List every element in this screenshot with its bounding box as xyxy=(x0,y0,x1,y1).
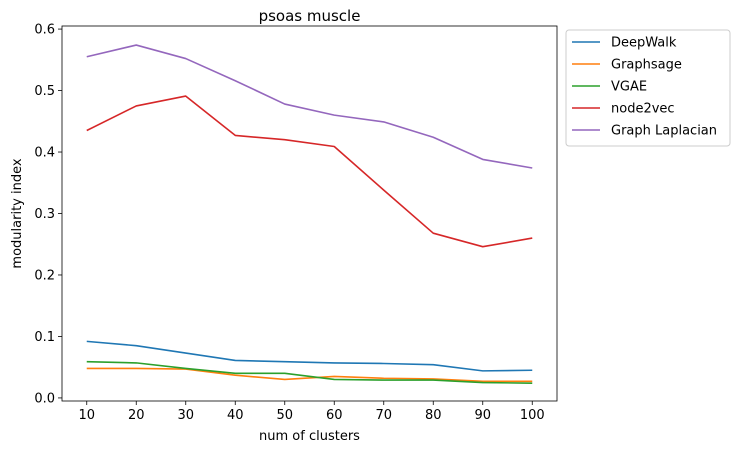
x-axis-ticks: 10 20 30 40 50 60 70 80 90 100 xyxy=(78,401,545,423)
plot-frame xyxy=(61,25,558,402)
x-tick-label: 90 xyxy=(474,408,491,423)
legend-label-deepwalk: DeepWalk xyxy=(611,36,677,51)
y-axis-label: modularity index xyxy=(10,158,25,268)
legend-label-graphsage: Graphsage xyxy=(611,58,682,73)
y-tick-label: 0.0 xyxy=(34,391,55,406)
legend-label-node2vec: node2vec xyxy=(611,102,675,117)
x-axis-label: num of clusters xyxy=(259,429,360,444)
x-tick-label: 40 xyxy=(227,408,244,423)
y-axis-ticks: 0.0 0.1 0.2 0.3 0.4 0.5 0.6 xyxy=(34,23,62,406)
y-tick-label: 0.3 xyxy=(34,207,55,222)
chart-title: psoas muscle xyxy=(259,7,361,25)
y-tick-label: 0.1 xyxy=(34,330,55,345)
series-lines xyxy=(86,44,533,384)
y-tick-label: 0.2 xyxy=(34,268,55,283)
x-tick-label: 70 xyxy=(375,408,392,423)
series-line-node2vec xyxy=(86,95,533,248)
y-tick-label: 0.5 xyxy=(34,84,55,99)
y-tick-label: 0.6 xyxy=(34,23,55,38)
x-tick-label: 60 xyxy=(326,408,343,423)
x-tick-label: 100 xyxy=(520,408,545,423)
legend-label-graph-laplacian: Graph Laplacian xyxy=(611,124,717,139)
y-tick-label: 0.4 xyxy=(34,146,55,161)
x-tick-label: 10 xyxy=(78,408,95,423)
series-line-deepwalk xyxy=(86,340,533,372)
x-tick-label: 30 xyxy=(177,408,194,423)
x-tick-label: 20 xyxy=(128,408,145,423)
x-tick-label: 80 xyxy=(425,408,442,423)
legend-box xyxy=(565,29,731,147)
series-line-graphsage xyxy=(86,367,533,383)
x-tick-label: 50 xyxy=(276,408,293,423)
legend: DeepWalk Graphsage VGAE node2vec Graph Lapla… xyxy=(565,29,731,147)
legend-label-vgae: VGAE xyxy=(611,80,647,95)
series-line-graph-laplacian xyxy=(86,44,533,169)
series-line-vgae xyxy=(86,360,533,384)
